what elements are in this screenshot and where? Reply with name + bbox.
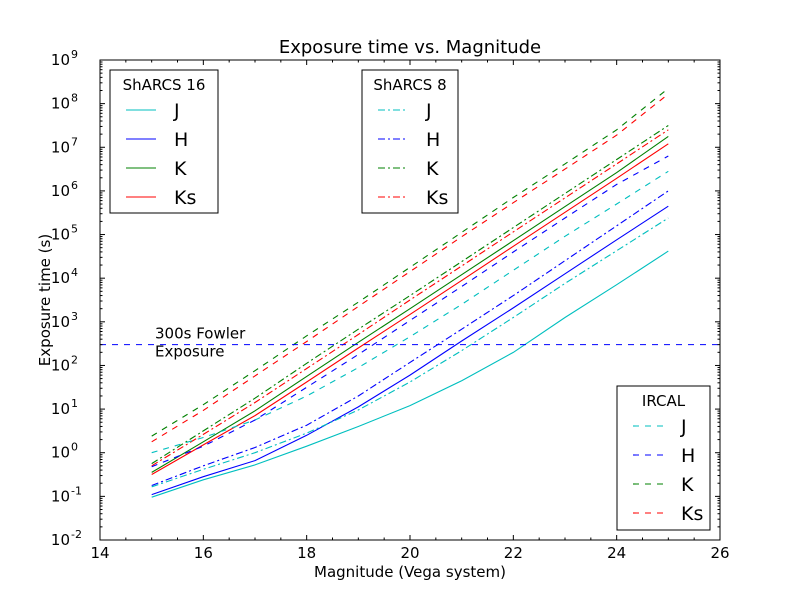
series-ircal-h: [151, 155, 669, 468]
legend-label-sharcs-16-j: J: [173, 100, 180, 122]
y-tick-exponent: 0: [71, 441, 78, 454]
x-tick-label: 16: [194, 544, 213, 562]
series-sharcs-8-ks: [151, 129, 669, 467]
y-tick-exponent: 2: [71, 353, 78, 366]
legend-label-ircal-h: H: [681, 445, 695, 467]
x-tick-label: 24: [607, 544, 626, 562]
y-tick-label: 10: [51, 400, 70, 418]
y-tick-exponent: -1: [71, 484, 82, 497]
reference-label-line2: Exposure: [155, 343, 224, 361]
y-tick-base: 10: [51, 444, 70, 462]
y-tick-label: 10: [51, 313, 70, 331]
legend-label-sharcs-8-j: J: [425, 100, 432, 122]
series-layer: [151, 87, 669, 498]
series-sharcs-16-ks: [151, 143, 669, 475]
series-sharcs-16-h: [151, 205, 669, 496]
y-tick-label: 10: [51, 531, 70, 549]
y-tick-exponent: 5: [71, 223, 78, 236]
series-ircal-ks: [151, 93, 669, 443]
y-tick-base: 10: [51, 95, 70, 113]
y-tick-base: 10: [51, 313, 70, 331]
legend-label-sharcs-16-h: H: [174, 129, 188, 151]
legend-label-sharcs-16-ks: Ks: [174, 187, 196, 209]
series-sharcs-16-j: [151, 250, 669, 498]
series-sharcs-8-k: [151, 125, 669, 465]
legend-title-sharcs-16: ShARCS 16: [123, 76, 206, 94]
y-tick-exponent: 7: [71, 135, 78, 148]
legend-box-sharcs-8: [361, 69, 459, 214]
legend-title-ircal: IRCAL: [642, 392, 686, 410]
y-tick-base: 10: [51, 269, 70, 287]
x-tick-label: 22: [504, 544, 523, 562]
y-tick-base: 10: [51, 487, 70, 505]
legend-box-ircal: [616, 385, 711, 531]
y-tick-base: 10: [51, 531, 70, 549]
legend-label-ircal-ks: Ks: [681, 503, 703, 525]
legend-title-sharcs-8: ShARCS 8: [373, 76, 446, 94]
y-tick-exponent: 3: [71, 310, 78, 323]
y-tick-exponent: 6: [71, 179, 78, 192]
y-tick-label: 10: [51, 138, 70, 156]
x-tick-label: 20: [400, 544, 419, 562]
y-tick-label: 10: [51, 95, 70, 113]
series-sharcs-8-h: [151, 190, 669, 487]
y-tick-label: 10: [51, 51, 70, 69]
y-tick-exponent: 1: [71, 397, 78, 410]
legend-label-sharcs-8-h: H: [426, 129, 440, 151]
legend-label-ircal-j: J: [680, 416, 687, 438]
reference-label-line1: 300s Fowler: [155, 325, 246, 343]
x-tick-label: 18: [297, 544, 316, 562]
y-tick-exponent: 8: [71, 92, 78, 105]
legend-label-sharcs-8-k: K: [426, 158, 439, 180]
legend-box-sharcs-16: [109, 69, 219, 214]
y-tick-label: 10: [51, 226, 70, 244]
y-tick-base: 10: [51, 51, 70, 69]
y-tick-label: 10: [51, 487, 70, 505]
y-tick-base: 10: [51, 182, 70, 200]
y-tick-exponent: 4: [71, 266, 78, 279]
x-tick-label: 26: [710, 544, 729, 562]
y-tick-label: 10: [51, 269, 70, 287]
x-tick-label: 14: [90, 544, 109, 562]
y-tick-exponent: 9: [71, 48, 78, 61]
y-tick-label: 10: [51, 182, 70, 200]
y-tick-label: 10: [51, 444, 70, 462]
chart-title: Exposure time vs. Magnitude: [279, 37, 541, 58]
y-tick-base: 10: [51, 226, 70, 244]
y-tick-base: 10: [51, 356, 70, 374]
y-axis-label: Exposure time (s): [36, 234, 54, 366]
y-tick-base: 10: [51, 138, 70, 156]
legend-label-sharcs-16-k: K: [174, 158, 187, 180]
y-tick-exponent: -2: [71, 528, 82, 541]
y-tick-base: 10: [51, 400, 70, 418]
series-sharcs-16-k: [151, 135, 669, 473]
legend-label-ircal-k: K: [681, 474, 694, 496]
series-ircal-k: [151, 87, 669, 437]
x-axis-label: Magnitude (Vega system): [314, 563, 506, 581]
y-tick-label: 10: [51, 356, 70, 374]
legend-label-sharcs-8-ks: Ks: [426, 187, 448, 209]
series-sharcs-8-j: [151, 217, 669, 488]
